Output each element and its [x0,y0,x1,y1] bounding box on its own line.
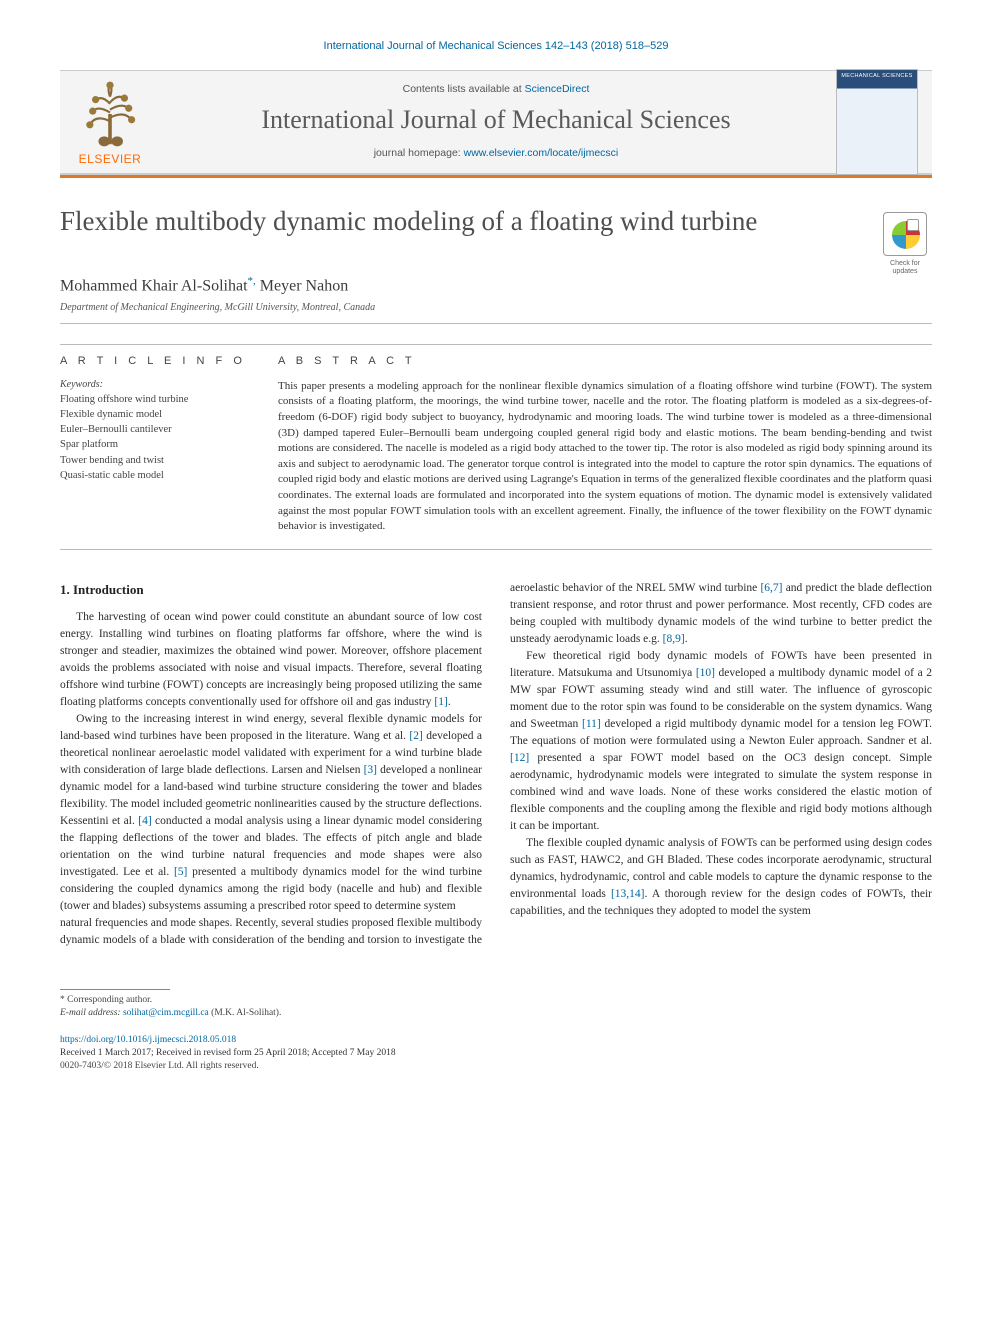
citation-link[interactable]: [12] [510,752,529,764]
journal-header: ELSEVIER Contents lists available at Sci… [60,70,932,174]
crossmark-icon [883,212,927,256]
contents-line: Contents lists available at ScienceDirec… [210,83,782,95]
keyword: Euler–Bernoulli cantilever [60,422,252,437]
journal-title: International Journal of Mechanical Scie… [210,105,782,135]
citation-link[interactable]: [5] [174,866,187,878]
citation-link[interactable]: [10] [696,667,715,679]
citation-link[interactable]: [11] [582,718,601,730]
homepage-pre: journal homepage: [374,147,464,159]
homepage-link[interactable]: www.elsevier.com/locate/ijmecsci [464,147,619,159]
email-line: E-mail address: solihat@cim.mcgill.ca (M… [60,1007,932,1020]
contents-pre: Contents lists available at [403,83,525,95]
elsevier-tree-icon [74,78,146,150]
paragraph: Owing to the increasing interest in wind… [60,711,482,915]
citation-link[interactable]: [3] [364,764,377,776]
doi-block: https://doi.org/10.1016/j.ijmecsci.2018.… [60,1034,932,1072]
abstract: A B S T R A C T This paper presents a mo… [278,355,932,535]
publisher-logo: ELSEVIER [74,78,146,166]
copyright: 0020-7403/© 2018 Elsevier Ltd. All right… [60,1060,932,1073]
keyword: Flexible dynamic model [60,407,252,422]
paragraph: The flexible coupled dynamic analysis of… [510,835,932,920]
doi-link[interactable]: https://doi.org/10.1016/j.ijmecsci.2018.… [60,1035,236,1045]
info-abstract-row: A R T I C L E I N F O Keywords: Floating… [60,344,932,550]
corr-marker: *, [248,275,256,287]
paragraph: The harvesting of ocean wind power could… [60,609,482,711]
authors: Mohammed Khair Al-Solihat*, Meyer Nahon [60,275,932,295]
history: Received 1 March 2017; Received in revis… [60,1047,932,1060]
check-for-updates-badge[interactable]: Check for updates [878,212,932,275]
divider [60,323,932,324]
journal-cover-thumbnail: MECHANICAL SCIENCES [836,69,918,175]
cover-title: MECHANICAL SCIENCES [837,70,917,79]
body-text: 1. Introduction The harvesting of ocean … [60,580,932,950]
keywords-label: Keywords: [60,379,252,390]
keyword: Spar platform [60,437,252,452]
abstract-text: This paper presents a modeling approach … [278,379,932,535]
corresponding-author: * Corresponding author. [60,994,932,1007]
article-info: A R T I C L E I N F O Keywords: Floating… [60,355,278,535]
citation-link[interactable]: [6,7] [760,582,782,594]
author-1: Mohammed Khair Al-Solihat [60,278,248,295]
author-2: Meyer Nahon [260,278,348,295]
publisher-name: ELSEVIER [74,152,146,166]
citation-link[interactable]: [1] [434,696,447,708]
footnotes: * Corresponding author. E-mail address: … [60,994,932,1020]
citation-link[interactable]: [4] [138,815,151,827]
citation-link[interactable]: [13,14] [611,888,645,900]
article-title: Flexible multibody dynamic modeling of a… [60,206,860,237]
affiliation: Department of Mechanical Engineering, Mc… [60,302,932,313]
keyword: Floating offshore wind turbine [60,392,252,407]
citation-link[interactable]: [8,9] [663,633,685,645]
updates-label: Check for updates [878,260,932,275]
homepage-line: journal homepage: www.elsevier.com/locat… [210,147,782,159]
running-header: International Journal of Mechanical Scie… [60,40,932,52]
sciencedirect-link[interactable]: ScienceDirect [525,83,590,95]
paragraph: Few theoretical rigid body dynamic model… [510,648,932,835]
email-link[interactable]: solihat@cim.mcgill.ca [123,1008,209,1018]
citation-link[interactable]: [2] [409,730,422,742]
keyword: Tower bending and twist [60,453,252,468]
footnote-rule [60,989,170,990]
info-heading: A R T I C L E I N F O [60,355,252,367]
accent-rule [60,174,932,178]
section-heading: 1. Introduction [60,580,482,599]
keywords-list: Floating offshore wind turbine Flexible … [60,392,252,483]
keyword: Quasi-static cable model [60,468,252,483]
abstract-heading: A B S T R A C T [278,355,932,367]
